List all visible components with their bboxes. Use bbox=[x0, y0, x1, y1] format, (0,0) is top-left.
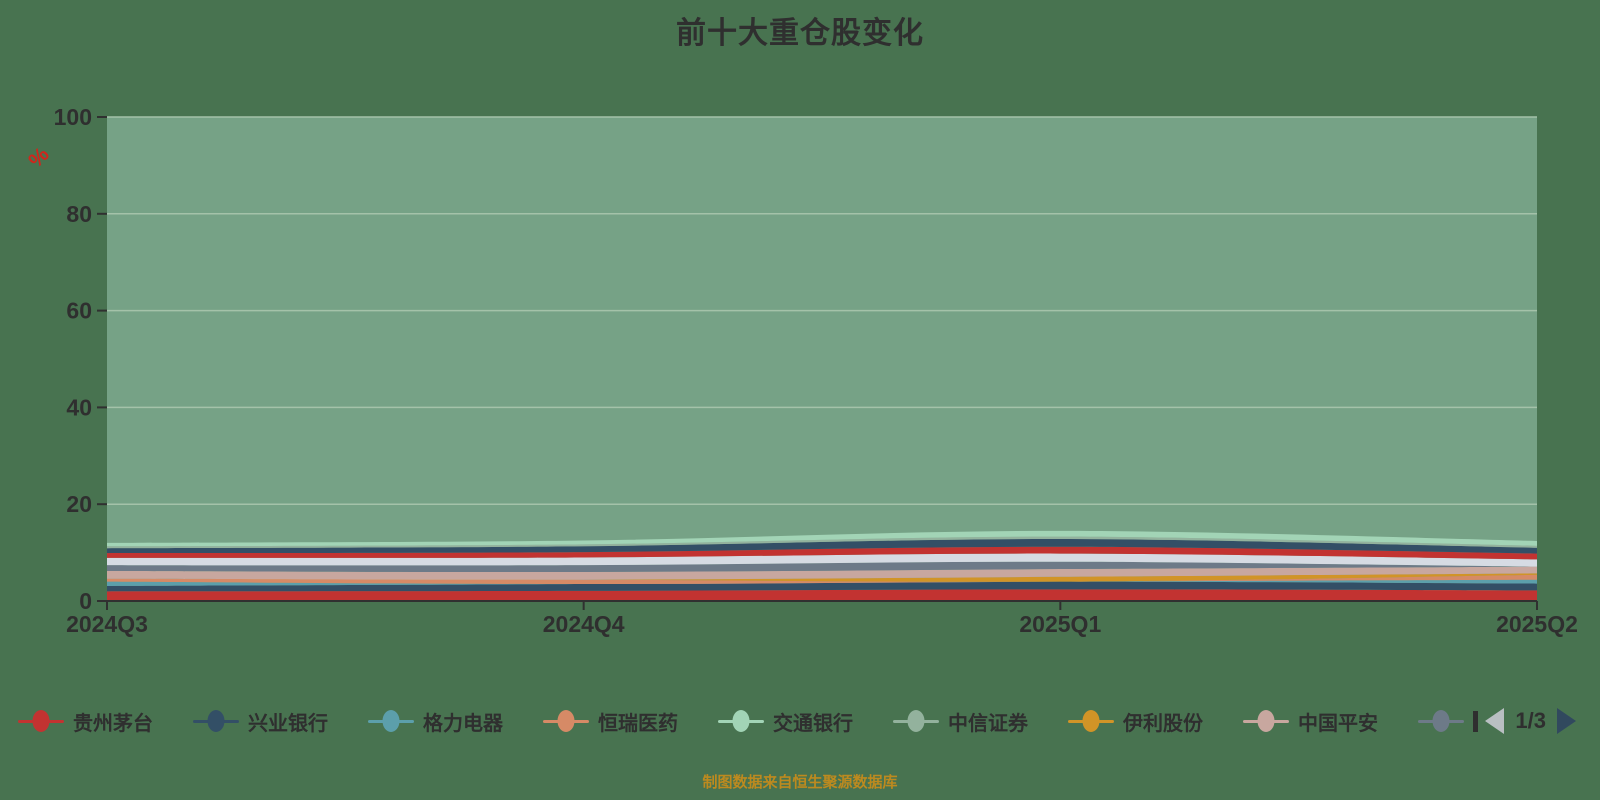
legend: 贵州茅台 兴业银行 格力电器 恒瑞医药 交通银行 中信证券 伊利股份 中国平安 bbox=[18, 701, 1478, 741]
legend-item-label: 贵州茅台 bbox=[73, 712, 153, 735]
y-axis-label-40: 40 bbox=[66, 394, 92, 420]
area-series-palette-6[interactable] bbox=[107, 561, 1537, 573]
legend-marker-icon bbox=[368, 709, 414, 733]
legend-marker-icon bbox=[543, 709, 589, 733]
legend-pager: 1/3 bbox=[1485, 701, 1576, 741]
area-series-palette-9[interactable] bbox=[107, 539, 1537, 554]
legend-marker-dot bbox=[907, 710, 925, 732]
legend-marker-dot bbox=[732, 710, 750, 732]
legend-next-page-button[interactable] bbox=[1557, 708, 1576, 734]
legend-marker-icon bbox=[718, 709, 764, 733]
x-axis-label-2024Q3: 2024Q3 bbox=[66, 611, 148, 637]
legend-marker-dot bbox=[382, 710, 400, 732]
x-axis-label-2025Q2: 2025Q2 bbox=[1496, 611, 1578, 637]
legend-marker-dot bbox=[1257, 710, 1275, 732]
legend-prev-page-button[interactable] bbox=[1485, 708, 1505, 734]
area-series-恒瑞医药[interactable] bbox=[107, 574, 1537, 585]
legend-marker-icon bbox=[1418, 709, 1464, 733]
legend-item-伊利股份[interactable]: 伊利股份 bbox=[1068, 707, 1243, 736]
legend-marker-icon bbox=[893, 709, 939, 733]
y-axis-label-0: 0 bbox=[79, 588, 92, 614]
y-axis-label-80: 80 bbox=[66, 201, 92, 227]
legend-item-中国平安[interactable]: 中国平安 bbox=[1243, 707, 1418, 736]
legend-page-indicator: 1/3 bbox=[1515, 708, 1546, 733]
legend-item-label: 交通银行 bbox=[773, 712, 853, 735]
legend-label-clipped-fragment bbox=[1473, 710, 1478, 732]
legend-item-label: 格力电器 bbox=[423, 712, 503, 735]
legend-marker-icon bbox=[1243, 709, 1289, 733]
x-axis-label-2024Q4: 2024Q4 bbox=[543, 611, 625, 637]
plot-area bbox=[107, 117, 1537, 601]
legend-marker-dot bbox=[1082, 710, 1100, 732]
legend-item-恒瑞医药[interactable]: 恒瑞医药 bbox=[543, 707, 718, 736]
legend-item-兴业银行[interactable]: 兴业银行 bbox=[193, 707, 368, 736]
area-series-palette-7[interactable] bbox=[107, 553, 1537, 567]
y-axis-label-60: 60 bbox=[66, 298, 92, 324]
legend-item-交通银行[interactable]: 交通银行 bbox=[718, 707, 893, 736]
area-series-palette-8[interactable] bbox=[107, 546, 1537, 560]
legend-item-贵州茅台[interactable]: 贵州茅台 bbox=[18, 707, 193, 736]
area-series-交通银行[interactable] bbox=[107, 530, 1537, 547]
area-series-贵州茅台[interactable] bbox=[107, 589, 1537, 601]
x-axis-label-2025Q1: 2025Q1 bbox=[1019, 611, 1101, 637]
source-note: 制图数据来自恒生聚源数据库 bbox=[702, 774, 898, 791]
legend-item-label: 中国平安 bbox=[1298, 712, 1378, 735]
area-series-兴业银行[interactable] bbox=[107, 581, 1537, 592]
legend-marker-icon bbox=[1068, 709, 1114, 733]
legend-item-中信证券[interactable]: 中信证券 bbox=[893, 707, 1068, 736]
legend-item-clipped[interactable] bbox=[1418, 709, 1478, 733]
legend-item-label: 中信证券 bbox=[948, 712, 1028, 735]
legend-marker-icon bbox=[193, 709, 239, 733]
legend-item-格力电器[interactable]: 格力电器 bbox=[368, 707, 543, 736]
y-axis-label-20: 20 bbox=[66, 491, 92, 517]
legend-item-label: 伊利股份 bbox=[1123, 712, 1203, 735]
legend-item-label: 恒瑞医药 bbox=[598, 712, 678, 735]
area-series-中国平安[interactable] bbox=[107, 566, 1537, 580]
legend-item-label: 兴业银行 bbox=[248, 712, 328, 735]
legend-marker-dot bbox=[557, 710, 575, 732]
area-series-中信证券[interactable] bbox=[107, 536, 1537, 549]
chart-title: 前十大重仓股变化 bbox=[676, 17, 924, 50]
legend-marker-dot bbox=[32, 710, 50, 732]
legend-marker-icon bbox=[18, 709, 64, 733]
legend-marker-dot bbox=[1432, 710, 1450, 732]
y-axis-label-100: 100 bbox=[54, 104, 92, 130]
legend-marker-dot bbox=[207, 710, 225, 732]
